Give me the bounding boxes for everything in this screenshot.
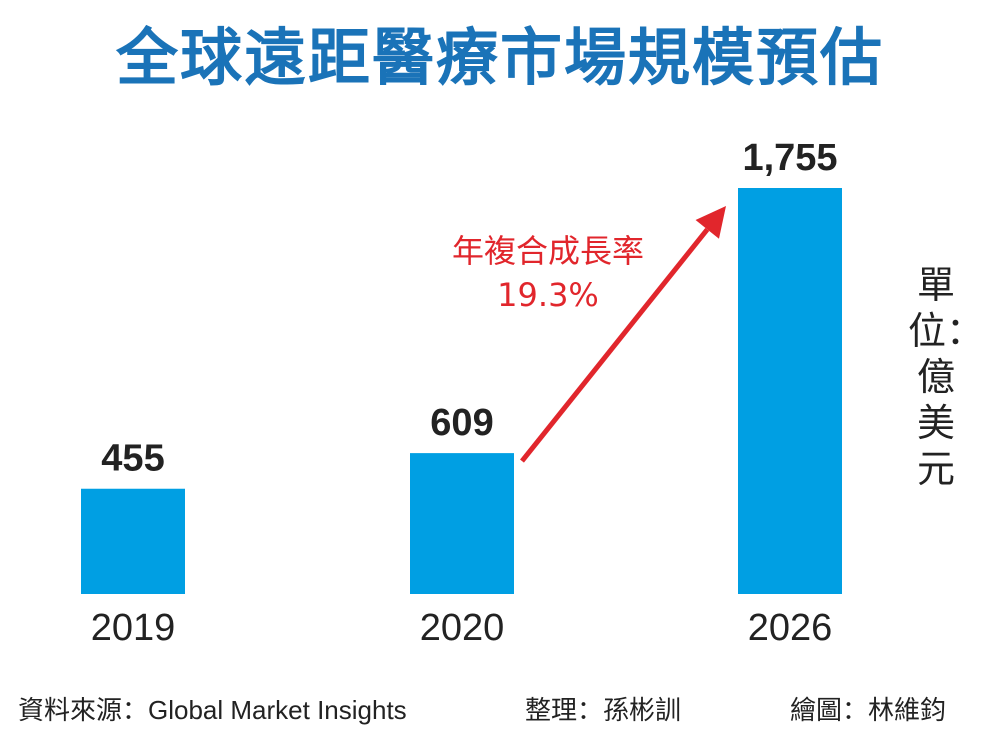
cagr-value: 19.3% (497, 276, 599, 314)
source-credit: 資料來源：Global Market Insights (18, 695, 407, 725)
value-label-2026: 1,755 (742, 137, 837, 179)
unit-label: 單位：億美元 (908, 263, 985, 491)
footer: 資料來源：Global Market Insights 整理：孫彬訓 繪圖：林維… (0, 690, 1000, 740)
editor-credit: 整理：孫彬訓 (525, 695, 682, 725)
bar-2020 (410, 453, 514, 594)
growth-arrow-head-icon (695, 206, 726, 239)
bar-2019 (81, 488, 185, 594)
category-label-2019: 2019 (91, 607, 176, 649)
value-label-2020: 609 (430, 402, 493, 444)
bar-2026 (738, 188, 842, 594)
growth-arrow-line (520, 227, 710, 463)
cagr-label: 年複合成長率 (452, 232, 644, 270)
category-label-2020: 2020 (420, 607, 505, 649)
value-label-2019: 455 (101, 438, 164, 480)
chart-title: 全球遠距醫療市場規模預估 (115, 21, 884, 94)
category-label-2026: 2026 (748, 607, 833, 649)
drawer-credit: 繪圖：林維鈞 (790, 695, 947, 725)
